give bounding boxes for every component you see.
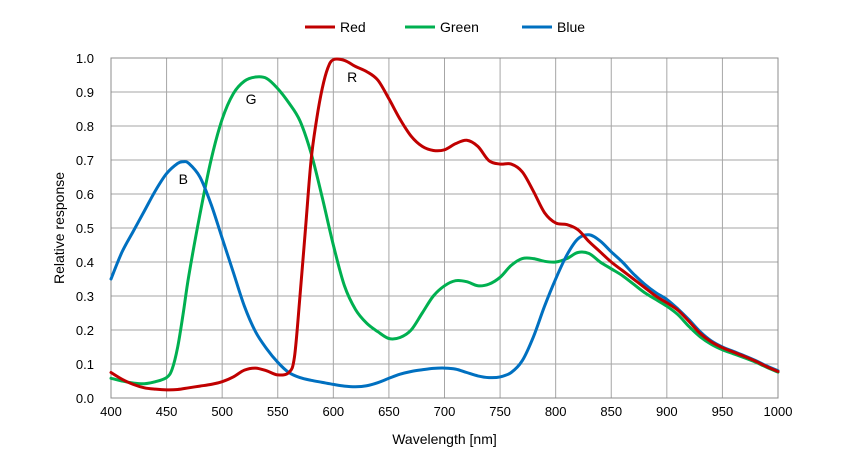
x-tick-label-700: 700 (434, 404, 456, 419)
x-axis-title: Wavelength [nm] (392, 431, 497, 447)
y-axis-ticks: 0.0 0.1 0.2 0.3 0.4 0.5 0.6 0.7 0.8 0.9 1.0 (76, 51, 94, 406)
y-tick-label-7: 0.7 (76, 153, 94, 168)
y-tick-label-5: 0.5 (76, 221, 94, 236)
series-lines (109, 57, 780, 392)
x-tick-label-650: 650 (378, 404, 400, 419)
x-tick-label-800: 800 (545, 404, 567, 419)
y-tick-label-1: 0.1 (76, 357, 94, 372)
x-tick-label-550: 550 (267, 404, 289, 419)
y-tick-label-9: 0.9 (76, 85, 94, 100)
plot-area-frame (110, 57, 779, 399)
annotation-b: B (179, 171, 188, 187)
x-tick-label-400: 400 (100, 404, 122, 419)
y-tick-label-2: 0.2 (76, 323, 94, 338)
legend-label-blue: Blue (557, 19, 585, 35)
x-axis-ticks: 400 450 500 550 600 650 700 750 800 850 900 950 1000 (100, 404, 792, 419)
annotation-r: R (347, 69, 357, 85)
x-tick-label-900: 900 (656, 404, 678, 419)
x-tick-label-500: 500 (211, 404, 233, 419)
y-tick-label-10: 1.0 (76, 51, 94, 66)
legend-label-red: Red (340, 19, 366, 35)
series-line-red (109, 57, 780, 392)
series-line-blue (109, 160, 780, 389)
series-line-green (109, 75, 780, 386)
y-tick-label-6: 0.6 (76, 187, 94, 202)
x-tick-label-600: 600 (322, 404, 344, 419)
y-tick-label-3: 0.3 (76, 289, 94, 304)
y-axis-title: Relative response (51, 172, 67, 284)
x-tick-label-450: 450 (156, 404, 178, 419)
x-tick-label-750: 750 (489, 404, 511, 419)
x-tick-label-1000: 1000 (764, 404, 793, 419)
x-tick-label-950: 950 (712, 404, 734, 419)
y-tick-label-8: 0.8 (76, 119, 94, 134)
grid-lines (110, 57, 779, 399)
annotation-g: G (246, 91, 257, 107)
legend: Red Green Blue (305, 19, 585, 35)
legend-label-green: Green (440, 19, 479, 35)
y-tick-label-0: 0.0 (76, 391, 94, 406)
y-tick-label-4: 0.4 (76, 255, 94, 270)
x-tick-label-850: 850 (600, 404, 622, 419)
curve-annotations: R G B (179, 69, 358, 187)
